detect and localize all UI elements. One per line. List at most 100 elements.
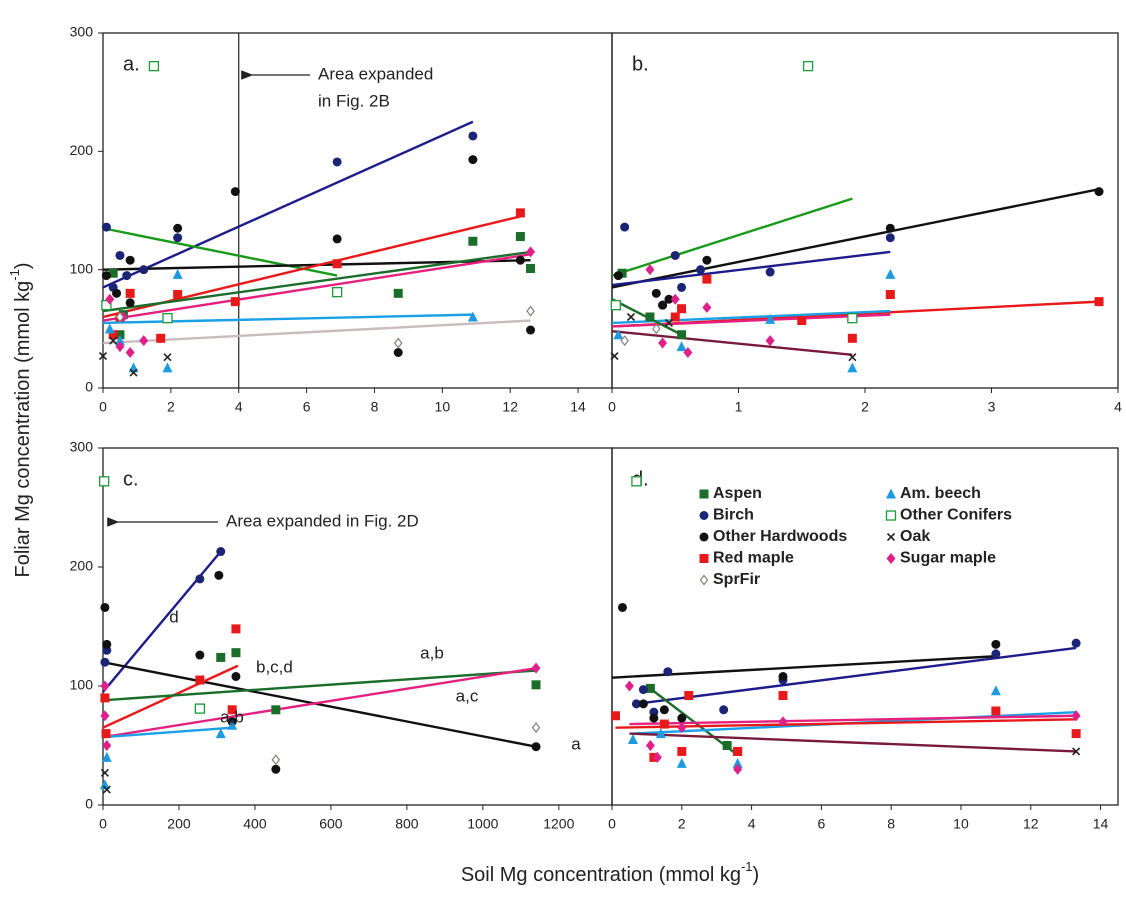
point bbox=[1071, 638, 1081, 648]
point bbox=[468, 131, 478, 141]
point bbox=[848, 353, 857, 362]
annotation: a,c bbox=[456, 686, 479, 705]
point bbox=[139, 265, 149, 275]
point bbox=[531, 680, 541, 690]
point bbox=[393, 337, 403, 349]
trend-line bbox=[629, 732, 1077, 753]
point bbox=[156, 333, 166, 343]
x-tick-label: 2 bbox=[861, 399, 869, 415]
point bbox=[663, 667, 673, 677]
point bbox=[631, 699, 641, 709]
point bbox=[115, 250, 125, 260]
point bbox=[195, 650, 205, 660]
point bbox=[515, 232, 525, 242]
point bbox=[162, 313, 173, 324]
trend-line bbox=[102, 550, 222, 693]
point bbox=[765, 267, 775, 277]
point bbox=[624, 680, 634, 692]
trend-line bbox=[611, 313, 891, 328]
trend-line bbox=[615, 718, 1077, 729]
point bbox=[670, 312, 680, 322]
point bbox=[702, 302, 712, 314]
x-tick-label: 4 bbox=[1114, 399, 1122, 415]
point bbox=[515, 208, 525, 218]
point bbox=[620, 222, 630, 232]
point bbox=[677, 282, 687, 292]
legend-marker bbox=[886, 532, 896, 542]
panel-frame bbox=[611, 447, 1119, 806]
point bbox=[683, 347, 693, 358]
point bbox=[105, 293, 115, 305]
point bbox=[115, 311, 125, 323]
legend-label: Sugar maple bbox=[900, 550, 996, 567]
point bbox=[526, 246, 536, 258]
point bbox=[645, 312, 655, 322]
annotation: in Fig. 2B bbox=[318, 91, 390, 110]
x-tick-label: 4 bbox=[235, 399, 243, 415]
point bbox=[100, 657, 110, 667]
x-tick-label: 0 bbox=[608, 399, 616, 415]
point bbox=[638, 699, 648, 709]
point bbox=[100, 710, 110, 722]
legend-label: Aspen bbox=[713, 485, 762, 502]
trend-line bbox=[102, 726, 233, 739]
point bbox=[162, 362, 173, 373]
x-tick-label: 0 bbox=[608, 816, 616, 832]
point bbox=[100, 680, 110, 692]
legend-marker bbox=[885, 510, 897, 521]
point bbox=[847, 362, 858, 373]
point bbox=[626, 312, 636, 322]
legend-marker bbox=[699, 511, 709, 520]
y-tick-label: 300 bbox=[70, 24, 94, 40]
y-tick-label: 200 bbox=[70, 558, 94, 574]
point bbox=[393, 288, 403, 298]
point bbox=[526, 325, 536, 335]
x-tick-label: 10 bbox=[435, 399, 451, 415]
trend-line bbox=[611, 250, 891, 287]
point bbox=[676, 757, 687, 768]
x-tick-label: 4 bbox=[748, 816, 756, 832]
point bbox=[332, 234, 342, 244]
point bbox=[702, 274, 712, 284]
x-tick-label: 200 bbox=[167, 816, 191, 832]
trend-line bbox=[629, 714, 1077, 726]
point bbox=[108, 330, 118, 340]
legend-marker bbox=[699, 489, 709, 499]
point bbox=[677, 304, 687, 314]
point bbox=[670, 293, 680, 305]
panel-label: b. bbox=[632, 53, 649, 75]
point bbox=[990, 685, 1001, 696]
point bbox=[112, 288, 122, 298]
point bbox=[991, 649, 1001, 659]
x-axis-label: Soil Mg concentration (mmol kg-1) bbox=[461, 859, 759, 886]
point bbox=[649, 713, 659, 723]
point bbox=[676, 341, 687, 352]
point bbox=[631, 476, 642, 487]
y-tick-label: 100 bbox=[70, 677, 94, 693]
point bbox=[885, 268, 896, 279]
x-tick-label: 2 bbox=[678, 816, 686, 832]
trend-line bbox=[102, 215, 521, 319]
point bbox=[216, 652, 226, 662]
point bbox=[227, 719, 238, 730]
trend-line bbox=[102, 313, 473, 325]
y-tick-label: 200 bbox=[70, 142, 94, 158]
legend-label: Red maple bbox=[713, 550, 794, 567]
trend-line bbox=[102, 253, 531, 322]
point bbox=[722, 741, 732, 750]
point bbox=[98, 476, 110, 487]
point bbox=[173, 223, 183, 233]
point bbox=[645, 264, 655, 276]
x-tick-label: 0 bbox=[99, 399, 107, 415]
point bbox=[271, 754, 281, 766]
trend-line bbox=[102, 250, 531, 313]
point bbox=[139, 335, 149, 347]
point bbox=[778, 691, 788, 701]
x-tick-label: 0 bbox=[99, 816, 107, 832]
point bbox=[610, 351, 619, 361]
point bbox=[108, 268, 118, 278]
legend-label: Other Hardwoods bbox=[713, 528, 847, 545]
x-tick-label: 6 bbox=[303, 399, 311, 415]
point bbox=[885, 290, 895, 300]
